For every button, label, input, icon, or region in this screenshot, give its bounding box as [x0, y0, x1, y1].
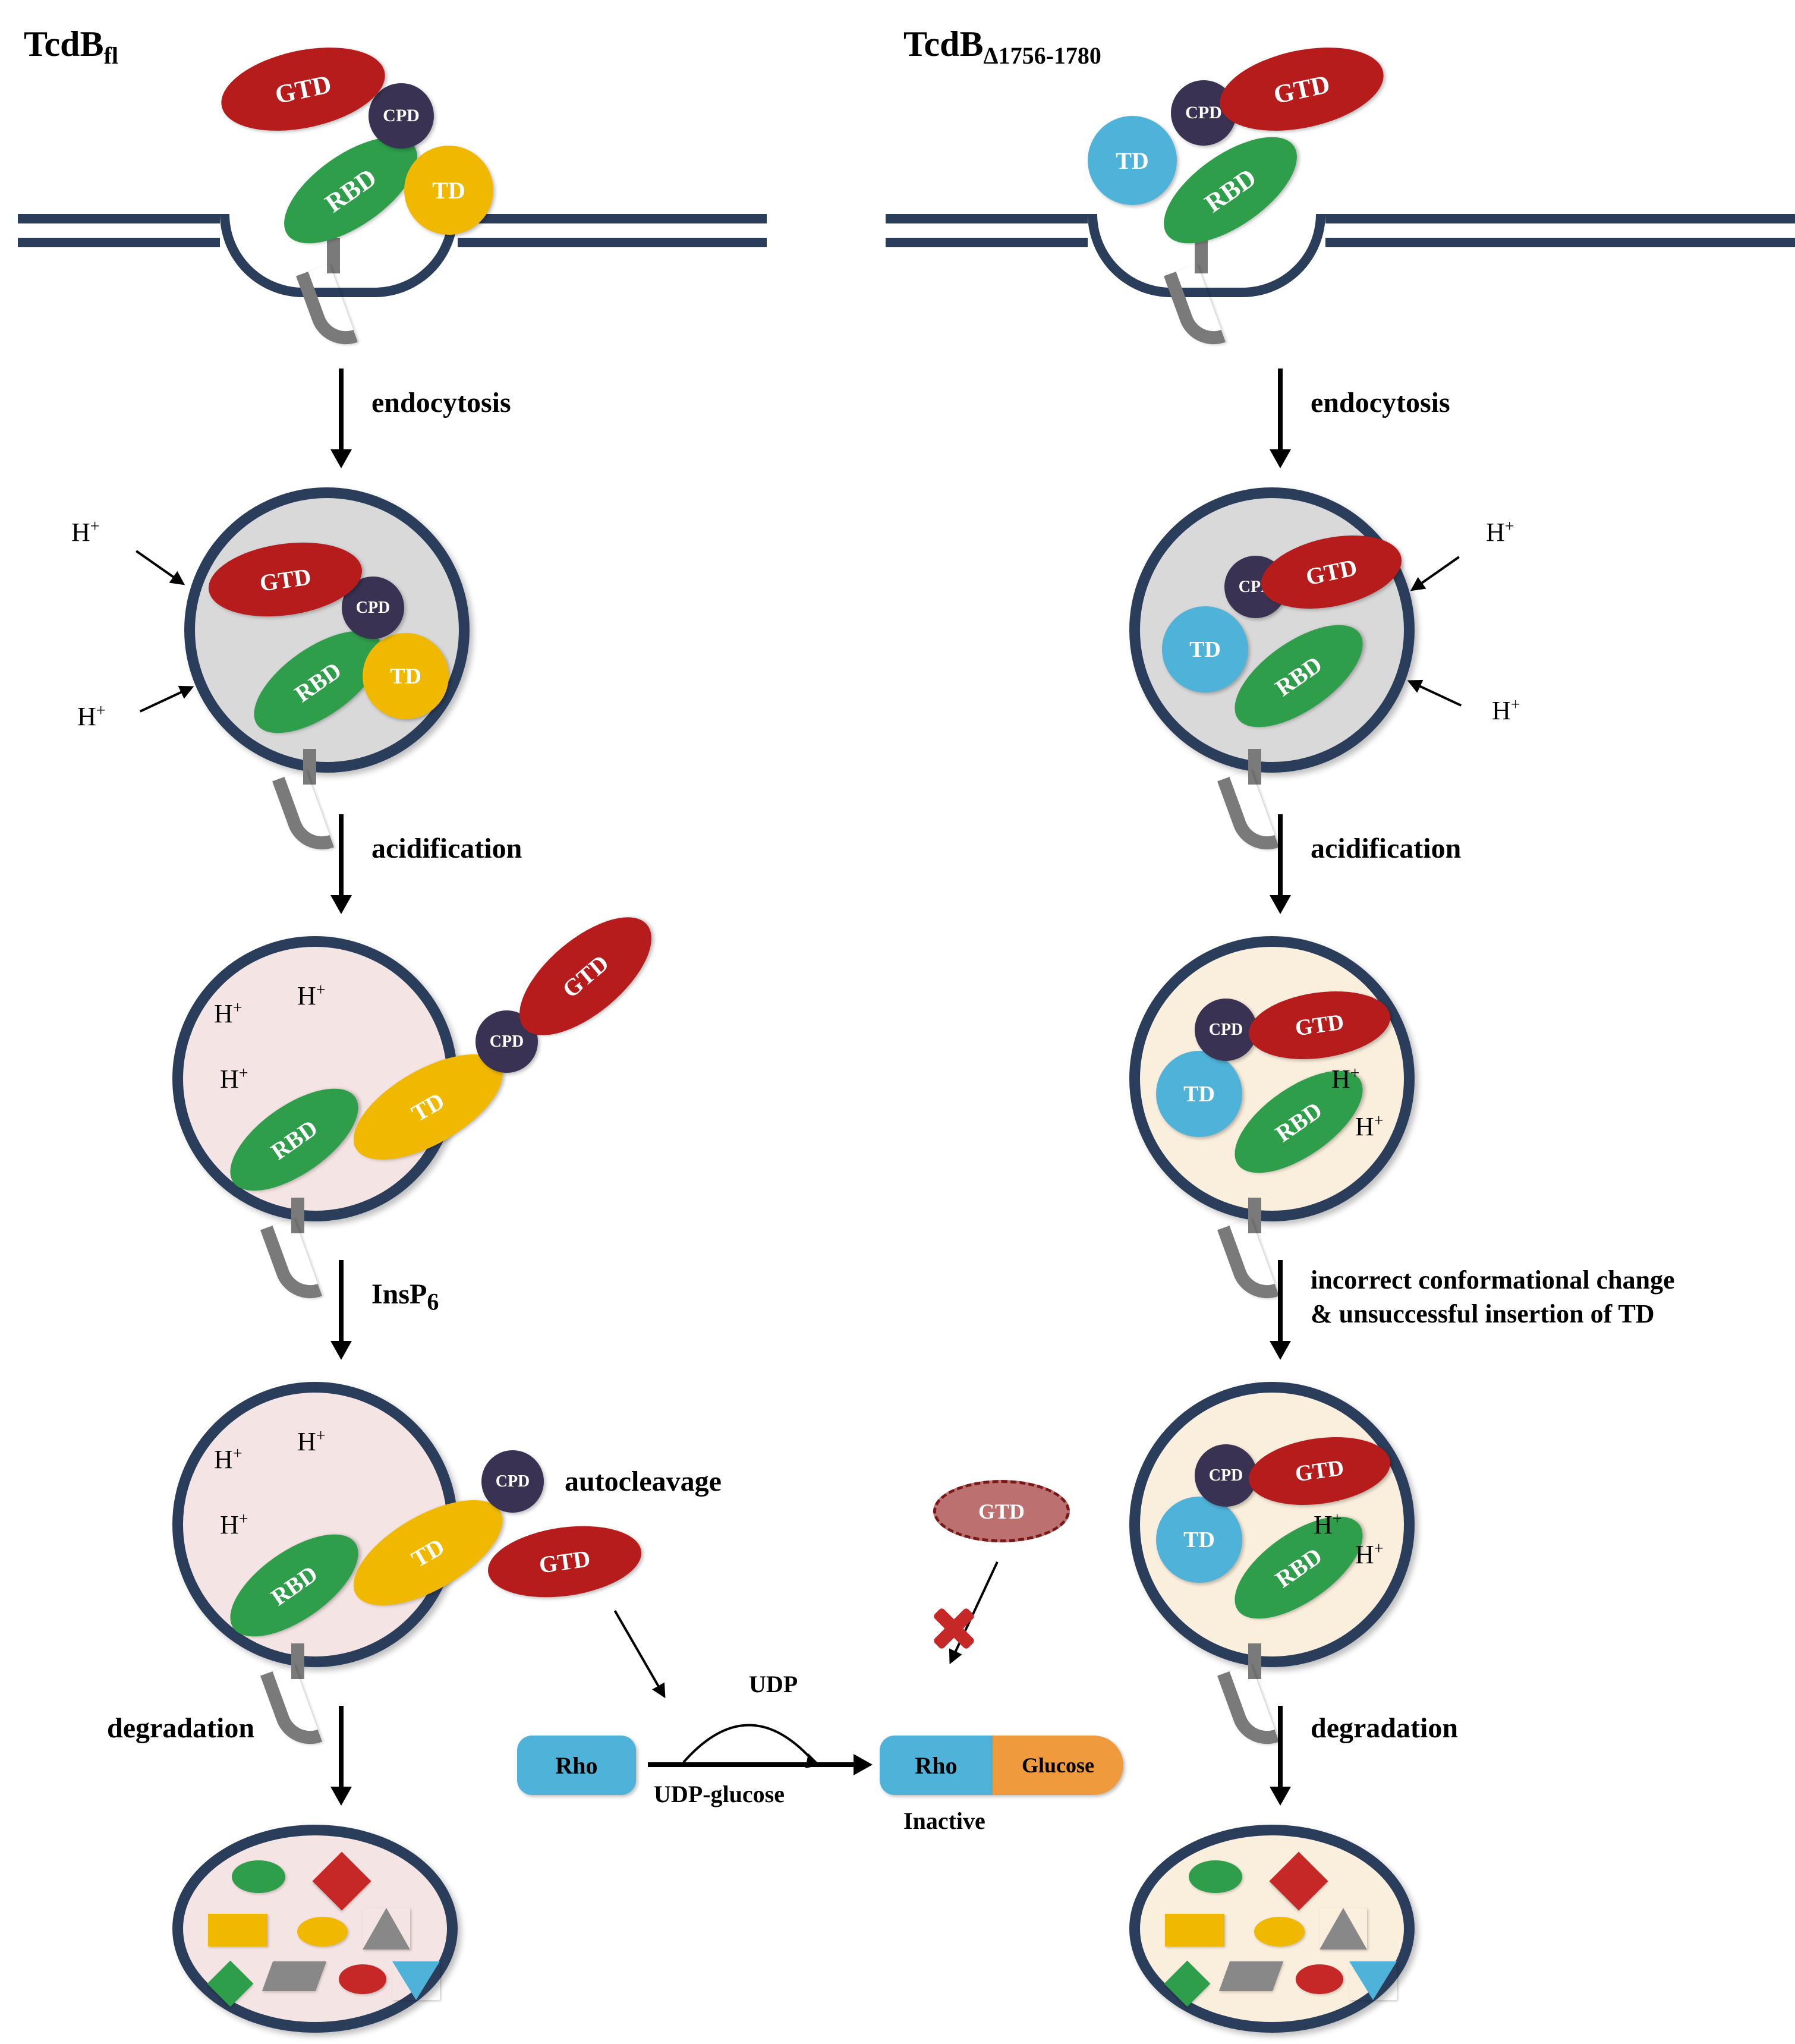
h-ion: H+	[1355, 1539, 1384, 1570]
td-v2-right: TD	[1156, 1051, 1242, 1137]
receptor-hook-r4	[1217, 1664, 1279, 1754]
cpd-v2-right: CPD	[1195, 999, 1257, 1061]
label-acid-right: acidification	[1311, 832, 1461, 865]
arrow-incorrect	[1278, 1260, 1283, 1343]
label-udp: UDP	[749, 1670, 798, 1698]
cpd-v3-left: CPD	[481, 1450, 544, 1513]
td-surface-right: TD	[1088, 116, 1177, 205]
dg-shape	[262, 1961, 326, 1991]
arrow-acid-left	[339, 814, 344, 897]
membrane-left-1b	[18, 238, 220, 247]
cross-icon	[930, 1605, 978, 1652]
dg-shape	[1296, 1964, 1343, 1994]
label-udp-glucose: UDP-glucose	[654, 1780, 785, 1808]
dg-shape	[1189, 1860, 1242, 1893]
h-ion: H+	[214, 999, 243, 1029]
td-v1-right: TD	[1162, 606, 1248, 692]
receptor-hook-r2	[1217, 769, 1279, 859]
h-ion: H+	[1355, 1111, 1384, 1142]
receptor-hook-r3	[1217, 1218, 1279, 1308]
diagram-canvas: TcdBfl TcdBΔ1756-1780 RBD TD CPD GTD end…	[0, 0, 1795, 2044]
td-v3-right: TD	[1156, 1497, 1242, 1583]
receptor-hook-4	[260, 1664, 322, 1754]
td-surface-left: TD	[404, 146, 493, 235]
label-incorrect: incorrect conformational change & unsucc…	[1311, 1263, 1675, 1331]
glucose-box: Glucose	[993, 1736, 1123, 1795]
h-arrow	[140, 690, 184, 712]
h-arrow	[136, 550, 176, 579]
h-ion: H+	[297, 981, 326, 1011]
dg-shape	[1219, 1961, 1283, 1991]
h-ion: H+	[214, 1444, 243, 1475]
dg-shape	[297, 1917, 348, 1947]
dg-shape	[1165, 1914, 1224, 1947]
h-arrow	[1418, 684, 1462, 706]
arrow-endo-right	[1278, 369, 1283, 452]
h-ion: H+	[1486, 517, 1514, 547]
dg-shape	[208, 1914, 267, 1947]
label-acid-left: acidification	[371, 832, 522, 865]
cpd-v3-right: CPD	[1195, 1444, 1257, 1507]
arrow-deg-left	[339, 1706, 344, 1789]
title-right: TcdBΔ1756-1780	[903, 24, 1101, 70]
membrane-left-1	[18, 214, 220, 223]
label-inactive: Inactive	[903, 1807, 985, 1835]
dg-shape	[1349, 1961, 1397, 2000]
membrane-right-2b	[1325, 238, 1795, 247]
label-endo-left: endocytosis	[371, 386, 511, 419]
h-ion: H+	[71, 517, 100, 547]
gtd-surface-right: GTD	[1213, 34, 1391, 144]
h-ion: H+	[220, 1064, 248, 1094]
arrow-gtd-down	[614, 1610, 660, 1689]
label-insp6: InsP6	[371, 1278, 439, 1316]
vesicle-left-1	[184, 487, 470, 773]
receptor-hook-3	[260, 1218, 322, 1308]
membrane-left-2b	[458, 238, 767, 247]
label-endo-right: endocytosis	[1311, 386, 1450, 419]
membrane-right-2	[1325, 214, 1795, 223]
rho-box: Rho	[517, 1736, 636, 1795]
membrane-right-1b	[886, 238, 1088, 247]
dg-shape	[392, 1961, 440, 2000]
dg-shape	[1320, 1908, 1367, 1949]
h-ion: H+	[1314, 1510, 1342, 1540]
title-left: TcdBfl	[24, 24, 118, 70]
label-autocleavage: autocleavage	[565, 1465, 722, 1498]
gtd-v3-left: GTD	[483, 1517, 645, 1606]
cpd-surface-left: CPD	[369, 83, 434, 149]
rho-inactive: Rho	[880, 1736, 993, 1795]
arrow-acid-right	[1278, 814, 1283, 897]
dg-shape	[363, 1908, 410, 1949]
membrane-right-1	[886, 214, 1088, 223]
gtd-surface-left: GTD	[214, 34, 393, 144]
h-ion: H+	[1492, 695, 1520, 726]
membrane-left-2	[458, 214, 767, 223]
arrow-endo-left	[339, 369, 344, 452]
dg-shape	[339, 1964, 386, 1994]
label-degradation-left: degradation	[107, 1712, 254, 1744]
td-v1-left: TD	[363, 633, 449, 719]
h-ion: H+	[1331, 1064, 1360, 1094]
dg-shape	[1254, 1917, 1305, 1947]
label-degradation-right: degradation	[1311, 1712, 1458, 1744]
h-arrow	[1419, 556, 1460, 585]
h-ion: H+	[297, 1426, 326, 1457]
arrow-deg-right	[1278, 1706, 1283, 1789]
arrow-insp6	[339, 1260, 344, 1343]
gtd-faded: GTD	[933, 1480, 1070, 1542]
receptor-hook-2	[272, 769, 334, 859]
h-ion: H+	[220, 1510, 248, 1540]
h-ion: H+	[77, 701, 106, 732]
dg-shape	[232, 1860, 285, 1893]
